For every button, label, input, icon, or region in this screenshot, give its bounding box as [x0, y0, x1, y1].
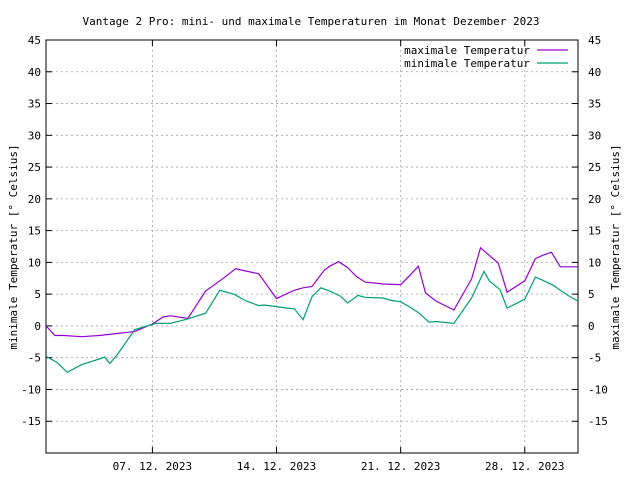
- y-axis-label-right: maximale Temperatur [° Celsius]: [609, 144, 622, 349]
- plot-frame: [45, 39, 579, 454]
- y-tick-label-left: -15: [21, 415, 41, 428]
- y-tick-label-right: 0: [588, 320, 595, 333]
- y-tick-label-right: 20: [588, 193, 601, 206]
- y-tick-label-right: -15: [588, 415, 608, 428]
- y-tick-label-right: 10: [588, 256, 601, 269]
- y-tick-label-right: 5: [588, 288, 595, 301]
- y-tick-label-left: 10: [28, 256, 41, 269]
- y-tick-label-right: 15: [588, 225, 601, 238]
- y-axis-label-left: minimale Temperatur [° Celsius]: [7, 144, 20, 349]
- series-line-max: [45, 246, 578, 338]
- y-tick-label-right: -10: [588, 383, 608, 396]
- y-tick-label-left: 35: [28, 98, 41, 111]
- y-tick-label-right: 40: [588, 66, 601, 79]
- y-tick-label-left: 0: [34, 320, 41, 333]
- y-tick-label-left: 20: [28, 193, 41, 206]
- y-tick-label-right: 30: [588, 129, 601, 142]
- x-tick-label: 07. 12. 2023: [113, 460, 192, 473]
- y-tick-label-left: 15: [28, 225, 41, 238]
- series-line-min: [45, 269, 579, 374]
- x-tick-label: 21. 12. 2023: [361, 460, 440, 473]
- y-tick-label-right: 45: [588, 34, 601, 47]
- y-tick-label-left: 5: [34, 288, 41, 301]
- chart-title: Vantage 2 Pro: mini- und maximale Temper…: [83, 15, 540, 28]
- y-tick-label-left: -10: [21, 383, 41, 396]
- legend: maximale Temperatur minimale Temperatur: [404, 44, 568, 70]
- y-tick-label-left: 40: [28, 66, 41, 79]
- y-tick-label-left: 45: [28, 34, 41, 47]
- y-tick-label-right: -5: [588, 352, 601, 365]
- axis-ticks: -15 -15 -10 -10 -5 -5 0 0 5 5 10 10 15 15 20 20 25 25 30 30…: [21, 34, 608, 473]
- y-tick-label-right: 25: [588, 161, 601, 174]
- y-tick-label-left: 30: [28, 129, 41, 142]
- y-tick-label-left: -5: [28, 352, 41, 365]
- x-tick-label: 28. 12. 2023: [485, 460, 564, 473]
- legend-label-min: minimale Temperatur: [404, 57, 530, 70]
- legend-label-max: maximale Temperatur: [404, 44, 530, 57]
- grid-lines: [46, 40, 578, 453]
- y-tick-label-left: 25: [28, 161, 41, 174]
- x-tick-label: 14. 12. 2023: [237, 460, 316, 473]
- y-tick-label-right: 35: [588, 98, 601, 111]
- series-lines: [45, 246, 579, 374]
